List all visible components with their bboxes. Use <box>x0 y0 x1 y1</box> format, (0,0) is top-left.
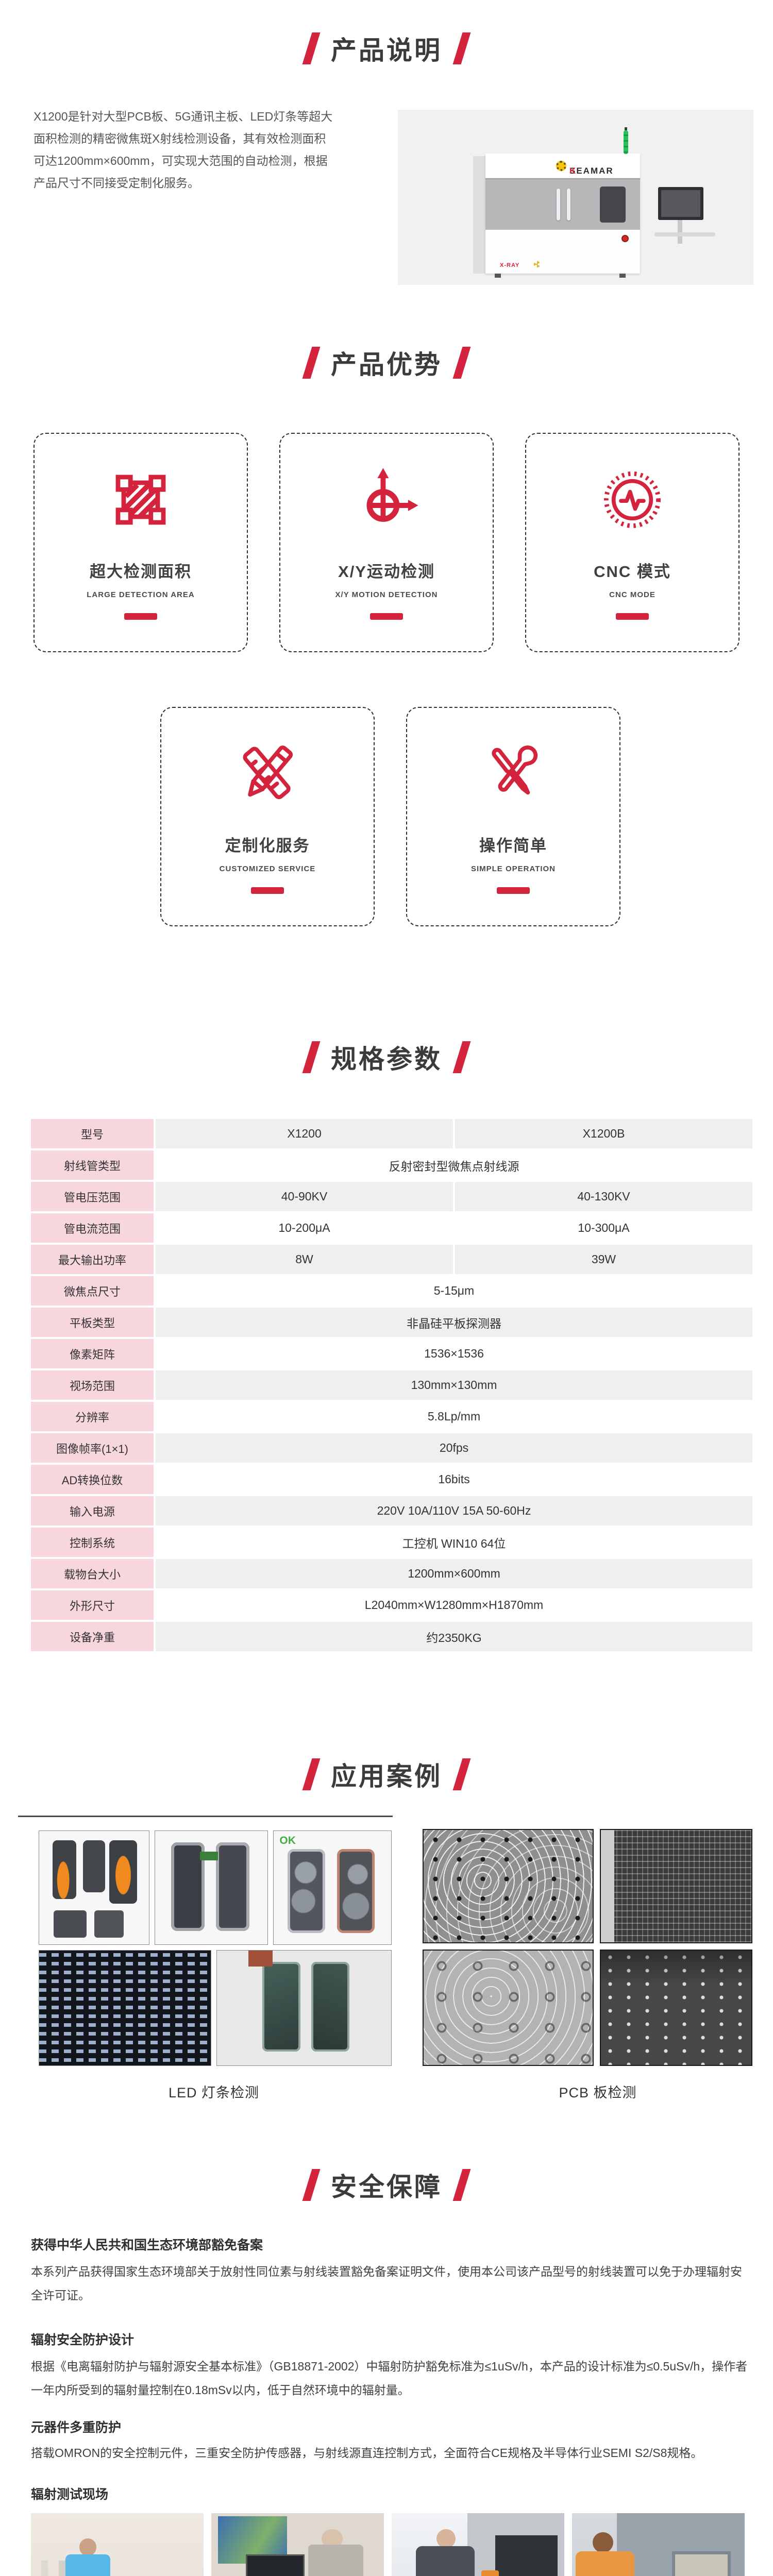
spec-row-dimensions: 外形尺寸 L2040mm×W1280mm×H1870mm <box>31 1590 752 1620</box>
safety-heading-exemption: 获得中华人民共和国生态环境部豁免备案 <box>31 2238 263 2252</box>
red-slash-icon <box>452 1758 471 1790</box>
advantage-card-simple-operation: 操作简单 SIMPLE OPERATION <box>406 707 620 926</box>
red-slash-icon <box>452 32 471 64</box>
machine-lower-panel: X-RAY <box>485 230 640 274</box>
simple-operation-icon <box>479 740 547 810</box>
safety-heading-design: 辐射安全防护设计 <box>31 2333 135 2347</box>
machine-viewing-window <box>600 187 626 223</box>
spec-table: 型号 X1200 X1200B 射线管类型 反射密封型微焦点射线源 管电压范围 … <box>31 1119 752 1651</box>
machine-monitor <box>658 187 703 220</box>
advantage-card-cnc-mode: CNC 模式 CNC MODE <box>525 433 740 652</box>
red-slash-icon <box>302 2169 321 2201</box>
spec-row-max-power: 最大输出功率 8W 39W <box>31 1245 752 1274</box>
spec-row-panel-type: 平板类型 非晶硅平板探测器 <box>31 1308 752 1337</box>
red-slash-icon <box>452 347 471 379</box>
signal-tower-tip <box>625 127 627 130</box>
advantage-card-large-detection-area: 超大检测面积 LARGE DETECTION AREA <box>33 433 248 652</box>
machine-side-panel <box>473 156 488 274</box>
section-title-specs: 规格参数 <box>0 1039 773 1076</box>
section-title-cases: 应用案例 <box>0 1756 773 1793</box>
machine-foot <box>495 274 501 278</box>
red-slash-icon <box>302 1041 321 1073</box>
spec-row-ad-bits: AD转换位数 16bits <box>31 1465 752 1494</box>
red-slash-icon <box>302 1758 321 1790</box>
red-underline-bar <box>497 887 530 894</box>
section-title-safety: 安全保障 <box>0 2166 773 2204</box>
customized-service-icon <box>233 740 301 810</box>
spec-row-voltage: 管电压范围 40-90KV 40-130KV <box>31 1182 752 1211</box>
xray-image-battery-2 <box>155 1831 268 1945</box>
door-handle <box>557 189 560 221</box>
photo-radiation-test-1 <box>31 2513 204 2576</box>
detection-area-icon <box>107 466 175 536</box>
safety-text-components: 搭载OMRON的安全控制元件，三重安全防护传感器，与射线源直连控制方式，全面符合… <box>31 2446 703 2460</box>
xray-image-gasket: OK <box>273 1831 392 1945</box>
case-image-led-group: OK <box>18 1816 393 2067</box>
photo-radiation-test-3 <box>392 2513 564 2576</box>
emergency-stop-button <box>621 235 629 242</box>
spec-row-model: 型号 X1200 X1200B <box>31 1119 752 1148</box>
xray-image-pcb-4 <box>600 1950 752 2066</box>
photo-radiation-test-2 <box>211 2513 384 2576</box>
photo-radiation-test-4 <box>572 2513 745 2576</box>
safety-text-design: 根据《电离辐射防护与辐射源安全基本标准》（GB18871-2002）中辐射防护豁… <box>31 2360 748 2397</box>
spec-row-tube-type: 射线管类型 反射密封型微焦点射线源 <box>31 1150 752 1180</box>
spec-row-focal-size: 微焦点尺寸 5-15μm <box>31 1276 752 1306</box>
safety-heading-test-site: 辐射测试现场 <box>31 2487 109 2502</box>
machine-doors <box>485 178 640 230</box>
spec-row-net-weight: 设备净重 约2350KG <box>31 1622 752 1651</box>
red-underline-bar <box>370 613 403 620</box>
spec-row-stage-size: 载物台大小 1200mm×600mm <box>31 1559 752 1588</box>
red-underline-bar <box>251 887 284 894</box>
door-handle <box>567 189 570 221</box>
xy-motion-icon <box>352 466 421 536</box>
spec-row-frame-rate: 图像帧率(1×1) 20fps <box>31 1433 752 1463</box>
machine-cabinet: SEAMAR K X-RAY <box>485 154 640 278</box>
section-title-advantages: 产品优势 <box>0 344 773 381</box>
case-image-pcb-group <box>423 1829 753 2067</box>
safety-heading-components: 元器件多重防护 <box>31 2420 122 2435</box>
xray-image-pcb-3 <box>423 1950 594 2066</box>
spec-row-fov: 视场范围 130mm×130mm <box>31 1370 752 1400</box>
red-slash-icon <box>452 2169 471 2201</box>
page-title: 产品说明 <box>331 36 442 65</box>
advantage-card-customized-service: 定制化服务 CUSTOMIZED SERVICE <box>160 707 375 926</box>
monitor-arm <box>678 220 682 244</box>
keyboard-tray <box>654 232 715 236</box>
machine-top-band: SEAMAR K <box>485 154 640 178</box>
red-slash-icon <box>302 347 321 379</box>
machine-foot <box>619 274 626 278</box>
section-title-product-description: 产品说明 <box>0 30 773 67</box>
product-description-text: X1200是针对大型PCB板、5G通讯主板、LED灯条等超大面积检测的精密微焦斑… <box>33 110 333 190</box>
spec-row-resolution: 分辨率 5.8Lp/mm <box>31 1402 752 1431</box>
spec-row-control-system: 控制系统 工控机 WIN10 64位 <box>31 1528 752 1557</box>
cnc-mode-icon <box>598 466 666 536</box>
signal-tower-light <box>624 130 628 154</box>
case-caption-led: LED 灯条检测 <box>168 2085 260 2100</box>
monitor-screen <box>661 190 700 217</box>
red-slash-icon <box>302 32 321 64</box>
xray-image-battery-1 <box>39 1831 149 1945</box>
product-photo: SEAMAR K X-RAY <box>398 110 753 285</box>
red-underline-bar <box>616 613 649 620</box>
case-caption-pcb: PCB 板检测 <box>559 2085 637 2100</box>
advantage-card-xy-motion: X/Y运动检测 X/Y MOTION DETECTION <box>279 433 494 652</box>
spec-row-pixel-matrix: 像素矩阵 1536×1536 <box>31 1339 752 1368</box>
brand-gear-icon <box>556 160 566 171</box>
spec-row-current: 管电流范围 10-200μA 10-300μA <box>31 1213 752 1243</box>
xray-image-pcb-2 <box>600 1829 752 1943</box>
red-slash-icon <box>452 1041 471 1073</box>
xray-label: X-RAY <box>500 262 520 268</box>
spec-row-input-power: 输入电源 220V 10A/110V 15A 50-60Hz <box>31 1496 752 1526</box>
red-underline-bar <box>124 613 157 620</box>
xray-image-phone-boards <box>216 1950 392 2066</box>
xray-image-led-strips <box>39 1950 211 2066</box>
safety-text-exemption: 本系列产品获得国家生态环境部关于放射性同位素与射线装置豁免备案证明文件，使用本公… <box>31 2265 742 2302</box>
xray-image-pcb-1 <box>423 1829 594 1943</box>
